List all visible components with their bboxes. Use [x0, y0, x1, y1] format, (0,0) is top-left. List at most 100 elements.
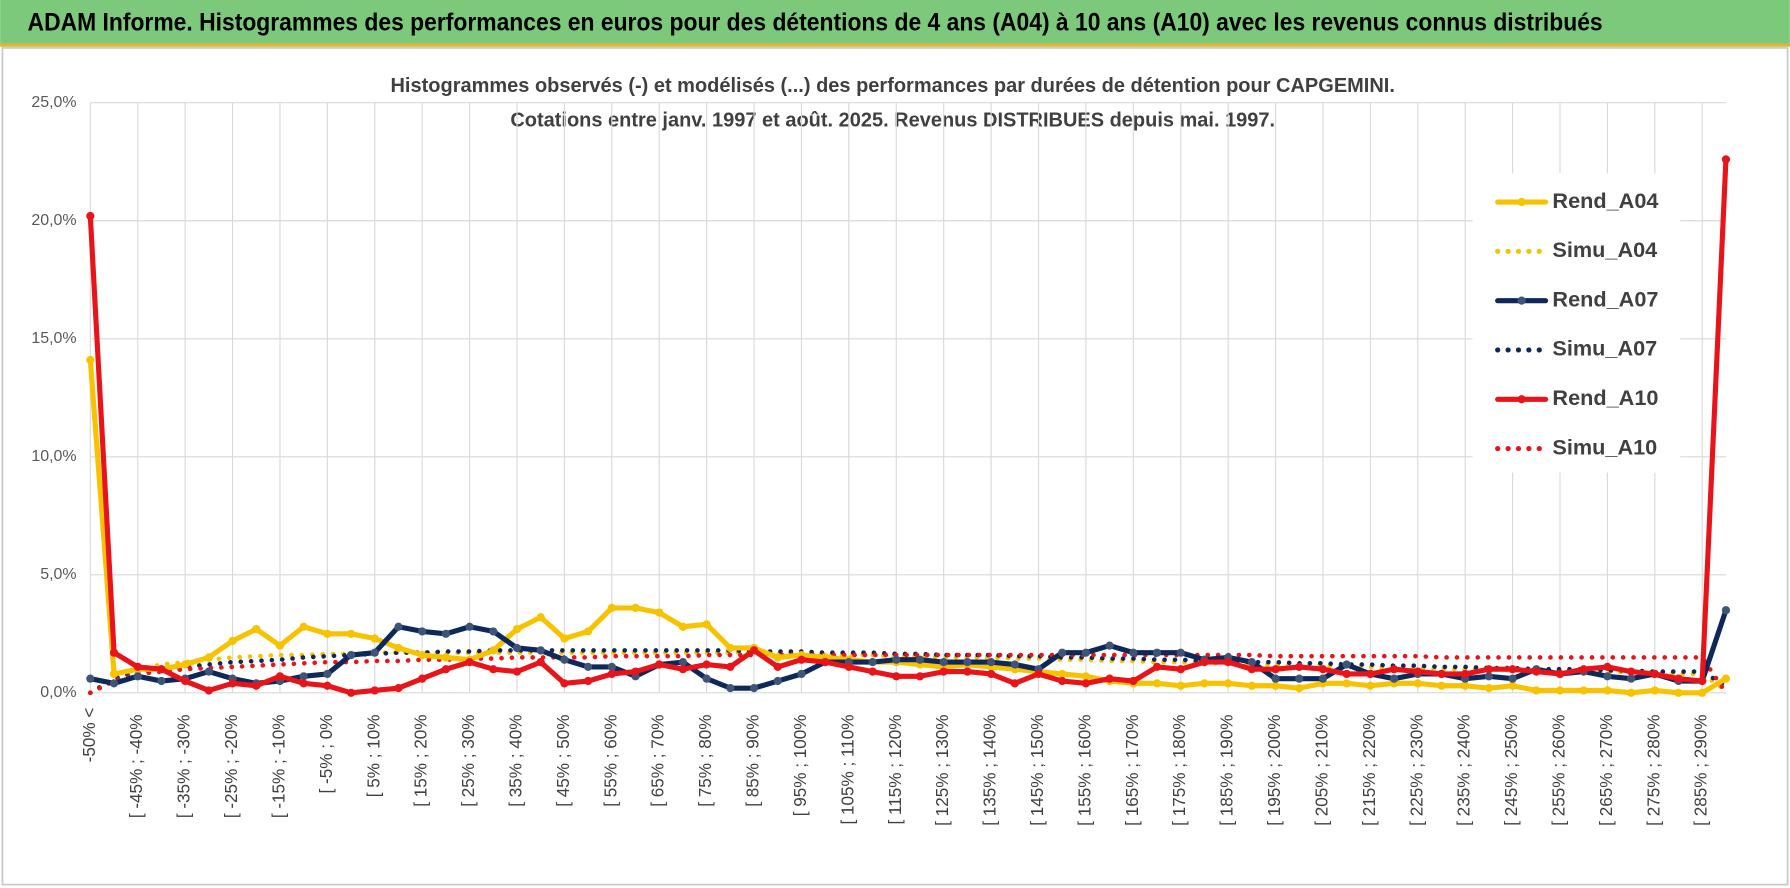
legend-marker [1517, 296, 1526, 305]
x-tick-label: -50% < [80, 708, 99, 763]
x-tick-label: [ 155% ; 160% [1075, 715, 1094, 826]
series-marker [1674, 688, 1683, 697]
series-marker [1389, 665, 1399, 674]
x-tick-label: [ 35% ; 40% [507, 715, 526, 807]
series-marker [204, 686, 213, 695]
series-marker [1579, 665, 1588, 674]
series-marker [512, 624, 522, 634]
series-marker [299, 679, 308, 688]
x-tick-label: [ 195% ; 200% [1265, 715, 1284, 826]
series-marker [584, 627, 593, 636]
x-tick-label: [ 175% ; 180% [1170, 715, 1189, 826]
series-marker [607, 662, 616, 671]
series-marker [252, 624, 261, 634]
series-marker [109, 669, 119, 679]
series-marker [1555, 686, 1565, 695]
series-marker [821, 658, 830, 667]
legend-label: Simu_A10 [1552, 434, 1657, 459]
series-marker [560, 634, 569, 643]
header-bar [0, 0, 1790, 46]
series-marker [1721, 674, 1731, 683]
series-marker [1721, 155, 1731, 164]
series-marker [678, 665, 688, 674]
series-marker [1010, 660, 1019, 669]
series-marker [1271, 681, 1280, 690]
series-marker [1034, 669, 1043, 679]
series-marker [963, 667, 972, 676]
series-marker [1129, 648, 1138, 657]
x-tick-label: [ 105% ; 110% [838, 715, 857, 825]
series-marker [346, 629, 356, 638]
x-tick-label: [ 85% ; 90% [744, 715, 763, 807]
series-marker [323, 669, 332, 679]
series-marker [939, 667, 948, 676]
x-tick-label: [ 215% ; 220% [1360, 715, 1379, 826]
series-marker [1532, 686, 1541, 695]
series-marker [631, 603, 640, 612]
series-marker [1366, 681, 1375, 690]
series-marker [1152, 662, 1162, 671]
series-marker [868, 667, 877, 676]
x-tick-label: [ -45% ; -40% [127, 715, 146, 819]
series-marker [536, 613, 545, 622]
series-marker [749, 646, 759, 655]
series-marker [1461, 669, 1470, 679]
legend-label: Rend_A10 [1552, 385, 1658, 410]
series-marker [1176, 681, 1185, 690]
series-marker [702, 660, 711, 669]
x-tick-label: [ -15% ; -10% [269, 715, 288, 819]
series-marker [394, 683, 403, 693]
series-marker [157, 676, 166, 686]
series-marker [465, 658, 474, 667]
series-marker [1366, 669, 1375, 679]
series-marker [1342, 660, 1351, 669]
series-marker [370, 634, 379, 643]
series-marker [1650, 669, 1659, 679]
series-marker [607, 603, 616, 612]
series-marker [560, 655, 569, 664]
y-tick-label: 0,0% [40, 684, 76, 701]
series-marker [1081, 679, 1091, 688]
series-marker [1058, 676, 1067, 686]
series-marker [1247, 681, 1256, 690]
series-marker [1650, 686, 1659, 695]
series-marker [749, 683, 759, 693]
series-marker [323, 629, 332, 638]
series-marker [1271, 674, 1280, 683]
x-tick-label: [ 55% ; 60% [601, 715, 620, 807]
series-marker [584, 662, 593, 671]
series-marker [1437, 669, 1446, 679]
series-marker [655, 608, 664, 617]
series-marker [963, 658, 972, 667]
series-marker [109, 679, 119, 688]
series-marker [1295, 662, 1304, 671]
series-marker [275, 641, 285, 650]
series-marker [1176, 648, 1185, 657]
series-marker [1152, 648, 1162, 657]
series-marker [1105, 674, 1114, 683]
x-tick-label: [ 245% ; 250% [1502, 715, 1521, 826]
x-tick-label: [ 275% ; 280% [1644, 715, 1663, 826]
series-marker [441, 629, 450, 638]
series-marker [726, 683, 735, 693]
series-marker [346, 688, 356, 697]
series-marker [299, 622, 308, 631]
series-marker [1200, 658, 1209, 667]
x-tick-label: [ -35% ; -30% [175, 715, 194, 819]
y-tick-label: 20,0% [31, 212, 76, 229]
series-marker [607, 669, 616, 679]
series-marker [986, 658, 996, 667]
series-marker [512, 667, 522, 676]
series-marker [133, 672, 142, 681]
x-tick-label: [ -25% ; -20% [222, 715, 241, 819]
x-tick-label: [ 255% ; 260% [1550, 715, 1569, 826]
series-marker [844, 662, 853, 671]
series-marker [797, 669, 806, 679]
series-marker [1200, 679, 1209, 688]
series-marker [1105, 641, 1114, 650]
legend-marker [1517, 395, 1526, 404]
series-marker [1532, 667, 1541, 676]
x-tick-label: [ 15% ; 20% [412, 715, 431, 807]
x-tick-label: [ 235% ; 240% [1455, 715, 1474, 826]
